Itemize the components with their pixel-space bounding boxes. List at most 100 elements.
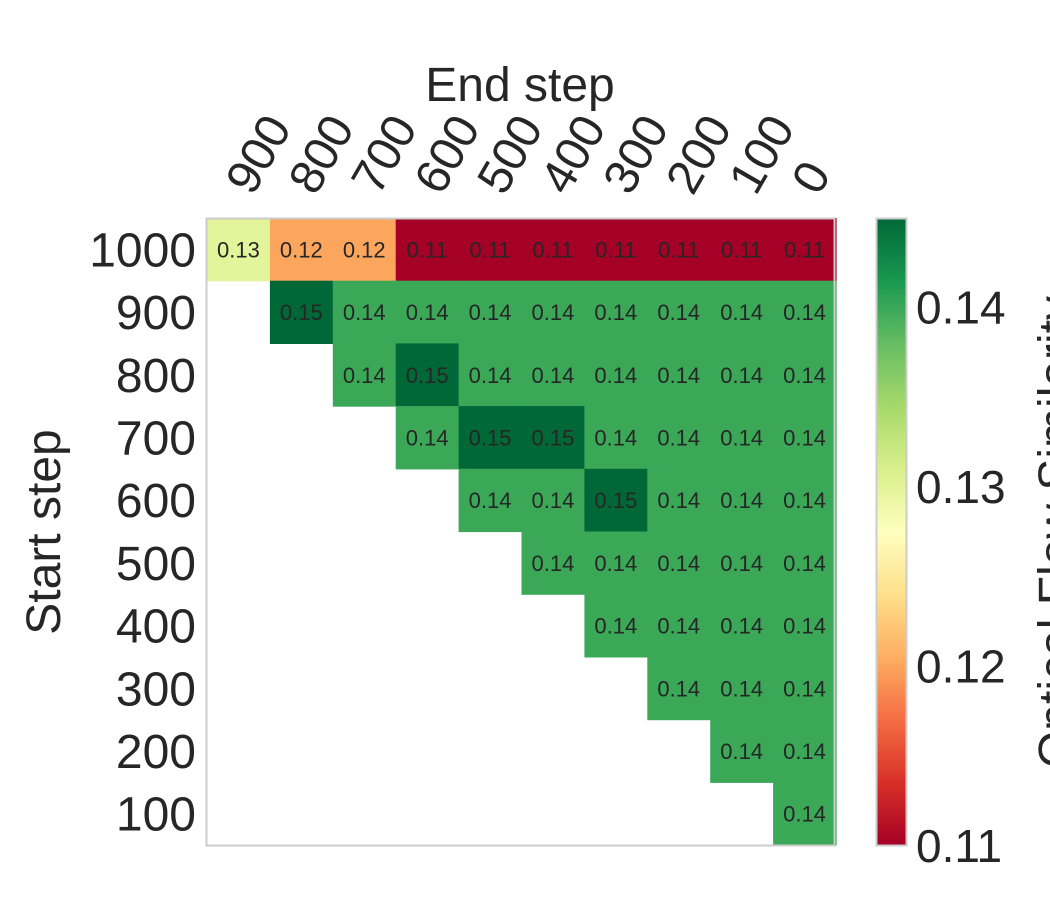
cell-value-label: 0.14 bbox=[720, 551, 763, 576]
cell-value-label: 0.14 bbox=[343, 300, 386, 325]
heatmap-cell bbox=[584, 280, 648, 344]
heatmap-cell bbox=[584, 531, 648, 595]
heatmap-cell bbox=[647, 656, 711, 721]
heatmap-cell bbox=[458, 406, 523, 470]
heatmap-cell bbox=[332, 343, 397, 407]
heatmap-cell bbox=[710, 280, 774, 344]
y-axis-label: Start step bbox=[18, 429, 71, 634]
cell-value-label: 0.12 bbox=[280, 237, 323, 262]
cell-value-label: 0.14 bbox=[783, 739, 826, 764]
y-tick-label: 800 bbox=[116, 350, 196, 403]
cell-value-label: 0.15 bbox=[406, 363, 449, 388]
colorbar-tick-label: 0.11 bbox=[916, 820, 1002, 872]
x-tick-label: 900 bbox=[216, 107, 302, 203]
cell-value-label: 0.15 bbox=[532, 425, 575, 450]
cell-value-label: 0.14 bbox=[783, 614, 826, 639]
cell-value-label: 0.15 bbox=[280, 300, 323, 325]
heatmap-cell bbox=[458, 280, 523, 344]
heatmap-cell bbox=[269, 218, 334, 282]
heatmap-cell bbox=[395, 406, 460, 470]
cell-value-label: 0.12 bbox=[343, 237, 386, 262]
x-tick-label: 0 bbox=[782, 153, 841, 203]
cell-value-label: 0.14 bbox=[657, 488, 700, 513]
cell-value-label: 0.14 bbox=[406, 425, 449, 450]
cell-value-label: 0.14 bbox=[720, 363, 763, 388]
heatmap-cell bbox=[710, 656, 774, 721]
x-tick-label: 500 bbox=[468, 107, 554, 203]
heatmap-cell bbox=[521, 406, 585, 470]
cell-value-label: 0.14 bbox=[594, 551, 637, 576]
cell-value-label: 0.14 bbox=[469, 300, 512, 325]
cell-value-label: 0.14 bbox=[720, 300, 763, 325]
x-tick-label: 200 bbox=[656, 107, 742, 203]
x-tick-label: 600 bbox=[405, 107, 491, 203]
heatmap-cell bbox=[458, 218, 523, 282]
colorbar-label: Optical Flow Similarity bbox=[1030, 296, 1050, 768]
cell-value-label: 0.14 bbox=[783, 802, 826, 827]
x-tick-label: 400 bbox=[531, 107, 617, 203]
cell-value-label: 0.15 bbox=[469, 425, 512, 450]
heatmap-cell bbox=[647, 468, 711, 533]
cell-value-label: 0.11 bbox=[532, 237, 573, 262]
cell-value-label: 0.14 bbox=[783, 300, 826, 325]
y-tick-label: 300 bbox=[116, 663, 196, 716]
heatmap-cell bbox=[710, 594, 774, 658]
cell-value-label: 0.14 bbox=[657, 363, 700, 388]
y-tick-label: 400 bbox=[116, 601, 196, 654]
cell-value-label: 0.14 bbox=[532, 488, 575, 513]
cell-value-label: 0.14 bbox=[720, 739, 763, 764]
heatmap-cell bbox=[773, 218, 837, 282]
heatmap-cell bbox=[521, 468, 585, 533]
heatmap-cell bbox=[647, 218, 711, 282]
heatmap-cell bbox=[395, 280, 460, 344]
cell-value-label: 0.14 bbox=[657, 676, 700, 701]
cell-value-label: 0.14 bbox=[594, 300, 637, 325]
heatmap-cell bbox=[710, 406, 774, 470]
cell-value-label: 0.14 bbox=[783, 676, 826, 701]
cell-value-label: 0.11 bbox=[469, 237, 510, 262]
colorbar bbox=[875, 217, 908, 847]
x-tick-label: 800 bbox=[279, 107, 365, 203]
heatmap-cell bbox=[647, 343, 711, 407]
heatmap-cell bbox=[773, 782, 837, 846]
cell-value-label: 0.14 bbox=[657, 551, 700, 576]
y-tick-label: 600 bbox=[116, 475, 196, 528]
heatmap-cell bbox=[584, 218, 648, 282]
cell-value-label: 0.14 bbox=[783, 425, 826, 450]
heatmap-cell bbox=[647, 406, 711, 470]
cell-value-label: 0.14 bbox=[657, 425, 700, 450]
heatmap-cell bbox=[773, 468, 837, 533]
cell-value-label: 0.14 bbox=[532, 551, 575, 576]
heatmap-cell bbox=[584, 406, 648, 470]
heatmap-cell bbox=[647, 280, 711, 344]
cell-value-label: 0.14 bbox=[594, 614, 637, 639]
cell-value-label: 0.14 bbox=[594, 363, 637, 388]
heatmap-cell bbox=[710, 343, 774, 407]
heatmap-cell bbox=[332, 280, 397, 344]
cell-value-label: 0.15 bbox=[594, 488, 637, 513]
heatmap-cell bbox=[584, 343, 648, 407]
heatmap-cell bbox=[584, 468, 648, 533]
cell-value-label: 0.14 bbox=[720, 614, 763, 639]
cell-value-label: 0.11 bbox=[658, 237, 699, 262]
plot-frame bbox=[205, 217, 836, 847]
x-tick-label: 100 bbox=[719, 107, 805, 203]
y-tick-label: 700 bbox=[116, 412, 196, 465]
cell-value-label: 0.11 bbox=[784, 237, 825, 262]
colorbar-tick-label: 0.12 bbox=[916, 641, 1006, 693]
heatmap-cell bbox=[395, 343, 460, 407]
heatmap-cell bbox=[773, 656, 837, 721]
heatmap-cell bbox=[773, 594, 837, 658]
heatmap-cell bbox=[207, 218, 271, 282]
heatmap-cell bbox=[584, 594, 648, 658]
heatmap-cell bbox=[458, 468, 523, 533]
colorbar-tick-label: 0.13 bbox=[916, 461, 1006, 513]
cell-value-label: 0.14 bbox=[720, 488, 763, 513]
cell-value-label: 0.14 bbox=[783, 551, 826, 576]
y-tick-label: 1000 bbox=[89, 224, 196, 277]
cell-value-label: 0.14 bbox=[594, 425, 637, 450]
heatmap-cell bbox=[710, 468, 774, 533]
heatmap-cell bbox=[710, 719, 774, 783]
cell-value-label: 0.14 bbox=[532, 300, 575, 325]
cell-value-label: 0.11 bbox=[407, 237, 448, 262]
